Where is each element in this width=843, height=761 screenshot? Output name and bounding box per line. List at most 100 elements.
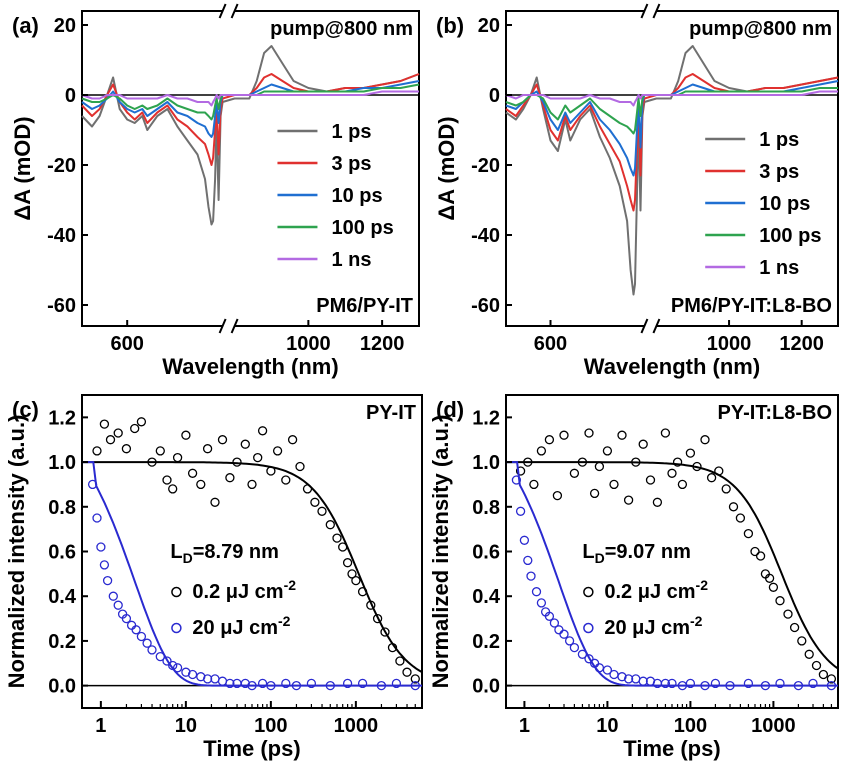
data-point-c-0-45 (410, 674, 420, 684)
data-point-d-1-29 (685, 678, 696, 689)
data-point-d-0-45 (826, 674, 837, 684)
plot-frame-a (81, 10, 420, 327)
data-point-c-1-36 (376, 680, 387, 691)
data-point-c-0-4 (121, 444, 132, 454)
data-point-c-1-38 (410, 680, 420, 691)
chart-annotation-d: LD=9.07 nm (582, 541, 691, 566)
axis-break-mask-a-1 (222, 320, 235, 332)
legend-label-a-0: 1 ps (331, 121, 371, 143)
y-tick-label-c-2: 0.4 (48, 586, 77, 608)
data-point-d-1-4 (526, 571, 536, 581)
data-point-d-1-26 (660, 678, 671, 689)
data-point-d-0-17 (638, 439, 648, 449)
data-point-d-0-28 (714, 466, 724, 476)
x-tick-label-d-2: 100 (674, 715, 707, 737)
data-point-d-0-5 (552, 490, 563, 501)
axis-break-mark-b-1a (640, 318, 649, 334)
data-point-c-1-12 (142, 638, 152, 648)
data-point-c-0-31 (317, 506, 327, 516)
legend-label-d-0: 0.2 μJ cm-2 (604, 577, 708, 603)
data-point-c-1-27 (247, 680, 257, 691)
data-point-d-0-13 (609, 479, 619, 490)
data-point-d-1-37 (808, 678, 818, 689)
data-point-c-0-11 (172, 452, 183, 463)
x-axis-title-d: Time (ps) (623, 736, 720, 761)
legend-label-a-1: 3 ps (331, 153, 371, 175)
data-point-d-0-43 (811, 660, 822, 671)
chart-title-c: PY-IT (366, 402, 416, 424)
axis-break-mark-a-1a (218, 318, 227, 334)
x-tick-label-c-0: 1 (95, 715, 106, 737)
data-point-c-1-10 (131, 625, 141, 635)
legend-label-b-2: 10 ps (759, 193, 810, 215)
chart-title-a: pump@800 nm (270, 18, 413, 40)
data-point-c-1-33 (325, 680, 335, 691)
y-axis-title-a: ΔA (mOD) (10, 116, 35, 220)
legend-label-b-4: 1 ns (759, 257, 799, 279)
data-point-c-0-8 (155, 446, 165, 456)
data-point-d-1-5 (531, 587, 542, 597)
x-tick-label-c-1: 10 (175, 715, 197, 737)
data-point-d-1-32 (725, 680, 735, 691)
data-point-d-0-36 (764, 573, 775, 583)
series-line-a-4 (81, 90, 419, 107)
fit-curve-d-1 (506, 461, 838, 687)
chart-annotation-a: PM6/PY-IT (316, 295, 413, 317)
chart-title-d: PY-IT:L8-BO (718, 402, 832, 424)
data-point-c-0-34 (338, 542, 348, 552)
y-tick-label-d-5: 1.0 (472, 452, 500, 474)
data-point-c-0-3 (113, 428, 123, 438)
data-point-c-1-37 (391, 678, 402, 689)
y-tick-label-c-4: 0.8 (48, 497, 76, 519)
data-point-c-0-6 (136, 417, 147, 427)
data-point-c-1-17 (172, 663, 183, 673)
y-tick-label-a-4: -60 (47, 295, 76, 317)
y-tick-label-d-4: 0.8 (472, 497, 500, 519)
y-tick-label-c-1: 0.2 (48, 631, 76, 653)
data-point-c-1-28 (257, 678, 268, 689)
data-point-d-1-12 (564, 636, 575, 646)
y-tick-label-a-1: 0 (65, 85, 76, 107)
data-point-d-0-14 (617, 430, 627, 440)
data-point-d-0-26 (700, 435, 710, 445)
x-tick-label-a-0: 600 (111, 333, 144, 355)
data-point-d-0-23 (677, 479, 688, 490)
x-tick-label-a-2: 1200 (360, 333, 405, 355)
y-tick-label-d-6: 1.2 (472, 407, 500, 429)
axis-break-mask-a-0 (222, 5, 235, 17)
data-point-d-0-19 (652, 497, 663, 507)
data-point-c-1-16 (168, 660, 178, 671)
data-point-d-1-21 (623, 674, 634, 684)
data-point-c-1-32 (306, 678, 317, 689)
y-tick-label-d-1: 0.2 (472, 631, 500, 653)
data-point-c-0-18 (225, 473, 235, 483)
x-axis-title-b: Wavelength (nm) (584, 354, 760, 379)
data-point-c-0-15 (202, 444, 213, 454)
axis-break-mark-b-0a (640, 3, 649, 19)
data-point-d-1-3 (523, 555, 533, 566)
data-point-c-1-31 (291, 680, 302, 691)
axis-break-mark-a-0a (218, 3, 227, 19)
data-point-c-0-40 (372, 613, 383, 624)
y-tick-label-b-1: 0 (489, 85, 500, 107)
chart-title-b: pump@800 nm (689, 18, 832, 40)
data-point-d-0-8 (577, 457, 588, 467)
data-point-c-1-14 (155, 651, 165, 662)
data-point-c-0-25 (272, 446, 283, 456)
y-tick-label-c-5: 1.0 (48, 452, 76, 474)
data-point-d-0-41 (797, 636, 807, 646)
data-point-d-0-25 (692, 461, 702, 472)
fit-curve-c-1 (82, 461, 422, 687)
fit-curve-d-0 (506, 461, 839, 670)
data-point-d-1-6 (536, 598, 547, 608)
data-point-d-1-18 (602, 665, 613, 675)
data-point-d-1-34 (760, 680, 771, 691)
data-point-c-1-24 (225, 678, 235, 689)
x-axis-title-a: Wavelength (nm) (162, 354, 338, 379)
panel-label-d: (d) (436, 397, 464, 422)
y-axis-title-d: Normalized intensity (a.u.) (428, 415, 453, 689)
data-point-d-0-10 (589, 488, 600, 499)
data-point-c-0-17 (217, 435, 228, 445)
data-point-c-0-30 (310, 497, 320, 507)
